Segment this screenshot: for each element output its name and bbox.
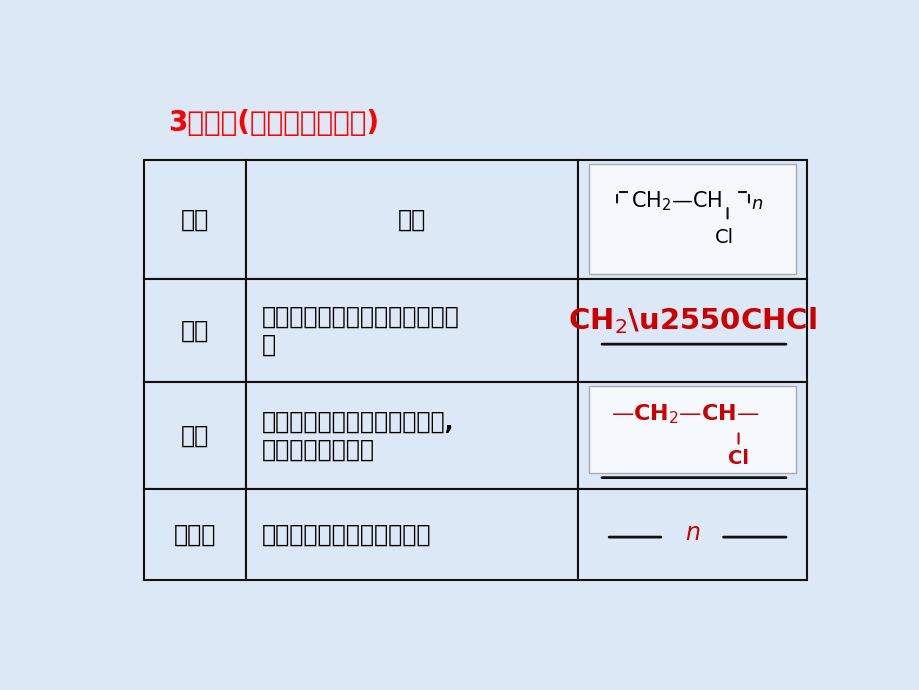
Text: Cl: Cl — [727, 449, 748, 468]
Text: Cl: Cl — [714, 228, 732, 246]
Bar — [246, 160, 577, 279]
Bar — [588, 164, 795, 274]
Bar — [143, 489, 246, 580]
Bar — [246, 382, 577, 489]
Bar — [577, 279, 806, 382]
Text: 聚合度: 聚合度 — [174, 522, 216, 546]
Bar — [143, 279, 246, 382]
Text: 含义: 含义 — [398, 208, 425, 232]
Bar — [246, 279, 577, 382]
Text: 链节: 链节 — [181, 424, 209, 448]
Bar — [588, 386, 795, 473]
Text: CH$_2$—CH: CH$_2$—CH — [630, 189, 722, 213]
Text: 形成高分子化合物的低分子化合
物: 形成高分子化合物的低分子化合 物 — [262, 305, 460, 357]
Text: —CH$_2$—CH—: —CH$_2$—CH— — [610, 403, 758, 426]
Text: 高分子链中含有链节的数目: 高分子链中含有链节的数目 — [262, 522, 431, 546]
Text: CH$_2$\u2550CHCl: CH$_2$\u2550CHCl — [567, 305, 816, 335]
Bar — [246, 489, 577, 580]
Bar — [577, 160, 806, 279]
Text: 3．结构(以聚氯乙烯为例): 3．结构(以聚氯乙烯为例) — [168, 108, 380, 137]
Text: $n$: $n$ — [684, 521, 699, 545]
Text: 概念: 概念 — [181, 208, 209, 232]
Text: 高分子化合物中化学组成相同,
可重复的最小单位: 高分子化合物中化学组成相同, 可重复的最小单位 — [262, 410, 454, 462]
Bar — [577, 489, 806, 580]
Text: $n$: $n$ — [750, 195, 763, 213]
Bar — [143, 160, 246, 279]
Text: 单体: 单体 — [181, 319, 209, 343]
Bar — [143, 382, 246, 489]
Bar — [577, 382, 806, 489]
